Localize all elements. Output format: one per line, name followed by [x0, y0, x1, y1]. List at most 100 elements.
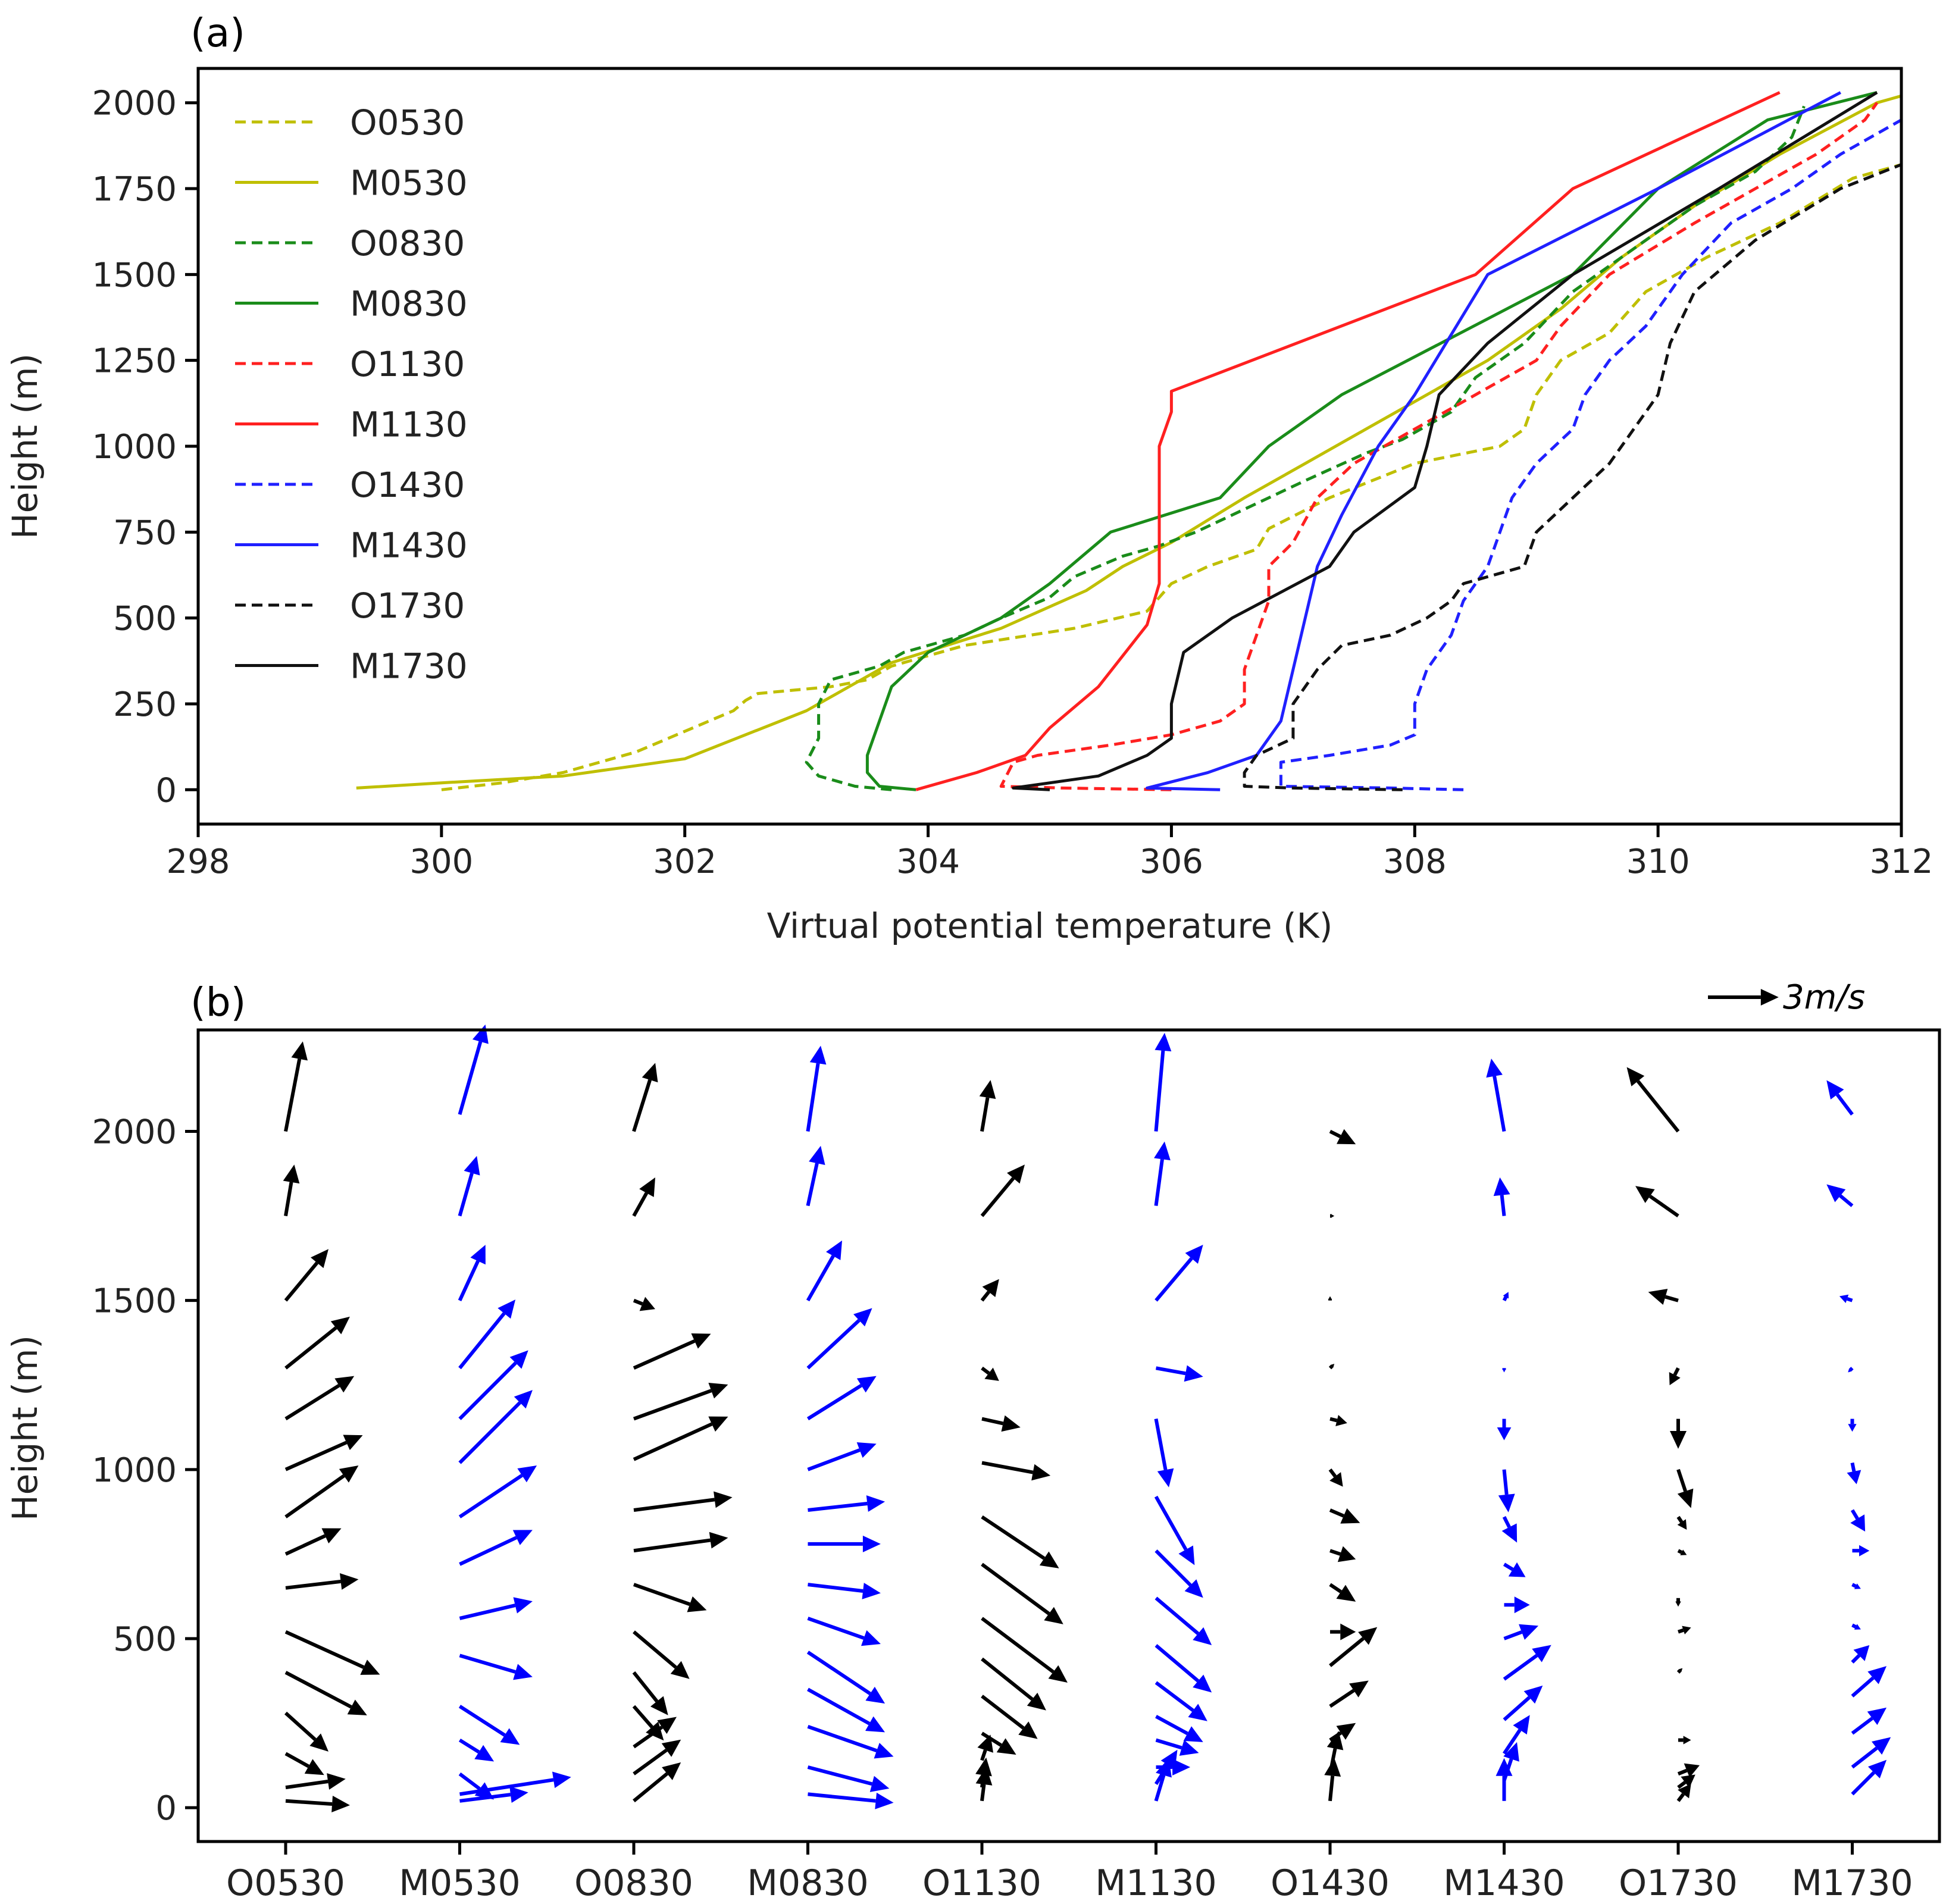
wind-arrow-shaft: [1155, 1366, 1186, 1376]
wind-arrow: [808, 1792, 894, 1809]
wind-arrow-shaft: [459, 1604, 516, 1620]
wind-arrow-shaft: [980, 1784, 986, 1802]
wind-arrow: [981, 1461, 1051, 1481]
wind-arrow-head: [1330, 1364, 1335, 1368]
wind-arrow-head: [331, 1796, 351, 1812]
wind-arrow-head: [856, 1442, 877, 1458]
wind-arrow-shaft: [807, 1617, 865, 1640]
wind-arrow-shaft: [1850, 1462, 1856, 1472]
arrow-column-M1130: [1154, 1032, 1212, 1802]
wind-arrow-shaft: [1851, 1746, 1878, 1769]
wind-arrow: [1839, 1294, 1853, 1303]
wind-arrow-head: [1826, 1080, 1844, 1100]
wind-arrow: [1635, 1186, 1679, 1218]
wind-arrow: [1677, 1774, 1695, 1789]
wind-arrow: [1330, 1623, 1356, 1640]
wind-arrow: [1503, 1645, 1551, 1681]
wind-arrow: [458, 1390, 533, 1464]
wind-arrow-shaft: [1677, 1549, 1683, 1554]
wind-arrow-shaft: [632, 1705, 653, 1728]
wind-arrow-shaft: [284, 1059, 302, 1132]
panel-a-label: (a): [190, 10, 245, 56]
wind-arrow: [458, 1465, 537, 1518]
wind-arrow-shaft: [633, 1498, 715, 1512]
wind-arrow: [1851, 1737, 1891, 1769]
wind-arrow-head: [691, 1333, 711, 1349]
wind-arrow: [1676, 1784, 1691, 1802]
series-line-O1730: [1243, 163, 1902, 791]
wind-arrow-head: [875, 1792, 894, 1809]
wind-arrow-shaft: [981, 1562, 1050, 1615]
wind-arrow-shaft: [458, 1401, 521, 1464]
wind-arrow-head: [687, 1596, 707, 1612]
wind-arrow: [633, 1333, 711, 1370]
wind-arrow: [1154, 1418, 1174, 1488]
wind-arrow-shaft: [806, 1255, 835, 1302]
wind-arrow-head: [472, 1024, 489, 1044]
wind-arrow-head: [509, 1350, 528, 1369]
x-tick-label: M1730: [1791, 1862, 1913, 1904]
wind-arrow-shaft: [284, 1326, 337, 1370]
wind-arrow-head: [1848, 1368, 1852, 1373]
wind-arrow: [283, 1164, 300, 1217]
wind-arrow: [806, 1651, 886, 1704]
wind-arrow: [807, 1687, 886, 1733]
wind-arrow-head: [334, 1376, 355, 1393]
wind-arrow-head: [1675, 1601, 1681, 1607]
wind-arrow-head: [360, 1659, 380, 1675]
wind-arrow-head: [714, 1491, 733, 1508]
wind-arrow-shaft: [1503, 1630, 1523, 1640]
wind-arrow-head: [291, 1041, 308, 1061]
wind-arrow-shaft: [807, 1448, 861, 1471]
wind-arrow: [1329, 1508, 1360, 1524]
wind-arrow-shaft: [807, 1765, 873, 1786]
wind-arrow: [1155, 1365, 1203, 1382]
wind-arrow-shaft: [1676, 1793, 1685, 1802]
wind-arrow: [1496, 1758, 1513, 1801]
wind-arrow: [1851, 1583, 1861, 1589]
wind-arrow: [808, 1495, 886, 1512]
wind-arrow-shaft: [284, 1383, 340, 1421]
wind-arrow: [1154, 1758, 1172, 1802]
wind-arrow-head: [283, 1164, 300, 1184]
wind-arrow-head: [708, 1383, 728, 1399]
wind-arrow-head: [1044, 1606, 1063, 1624]
wind-arrow-head: [865, 1716, 886, 1733]
wind-arrow-shaft: [284, 1752, 310, 1768]
wind-arrow: [632, 1671, 668, 1715]
wind-arrow-shaft: [632, 1671, 659, 1703]
wind-arrow-head: [1626, 1067, 1645, 1086]
wind-arrow-head: [500, 1728, 520, 1745]
wind-arrow-head: [853, 1308, 872, 1327]
wind-arrow-head: [975, 1767, 993, 1786]
arrow-column-O0530: [283, 1041, 380, 1812]
wind-arrow-head: [1854, 1624, 1861, 1630]
wind-arrow-shaft: [1673, 1367, 1680, 1376]
wind-arrow-head: [1172, 1759, 1191, 1775]
wind-arrow-head: [661, 1739, 681, 1757]
wind-arrow-shaft: [1154, 1418, 1168, 1470]
wind-arrow-shaft: [458, 1772, 481, 1790]
wind-arrow-head: [979, 1080, 996, 1100]
wind-arrow: [1851, 1645, 1870, 1664]
wind-arrow: [1676, 1468, 1694, 1508]
wind-arrow: [807, 1724, 894, 1759]
wind-arrow-head: [1001, 1415, 1021, 1432]
wind-arrow: [981, 1562, 1063, 1624]
wind-arrow: [284, 1528, 342, 1556]
wind-arrow-shaft: [632, 1079, 652, 1132]
wind-arrow: [807, 1765, 890, 1792]
wind-arrow-shaft: [633, 1389, 712, 1421]
arrow-column-M0530: [458, 1024, 571, 1803]
y-tick-label: 250: [113, 685, 177, 724]
wind-arrow-shaft: [1329, 1417, 1338, 1423]
wind-arrow-shaft: [633, 1772, 668, 1803]
wind-arrow-shaft: [981, 1417, 1004, 1426]
x-tick-label: M0530: [399, 1862, 520, 1904]
wind-arrow: [1851, 1623, 1861, 1630]
y-tick-label: 2000: [92, 1113, 177, 1152]
wind-arrow-head: [1498, 1493, 1515, 1512]
wind-arrow-head: [1635, 1186, 1655, 1203]
wind-arrow-shaft: [1846, 1297, 1853, 1302]
wind-arrow-head: [1513, 1715, 1530, 1735]
